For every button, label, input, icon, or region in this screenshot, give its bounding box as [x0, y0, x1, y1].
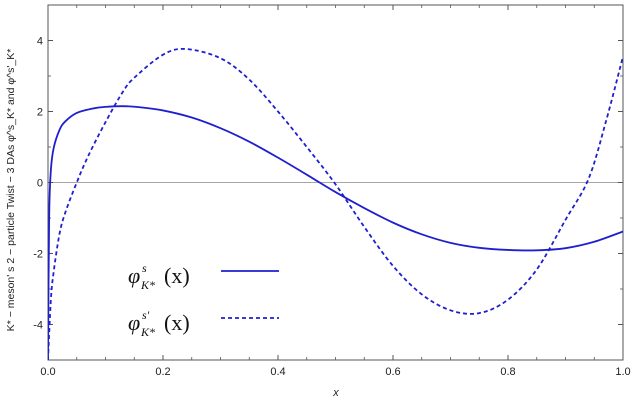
legend-argument: (x) [164, 310, 190, 335]
series-group [48, 47, 623, 360]
legend-entry-1: φ s K* (x) [128, 261, 279, 292]
y-axis-label: K* − meson' s 2 − particle Twist − 3 DAs… [5, 49, 17, 332]
y-tick-label: -4 [33, 320, 43, 332]
legend-superscript: s' [142, 308, 150, 322]
legend-entry-2: φ s' K* (x) [128, 308, 279, 339]
legend-subscript: K* [140, 278, 155, 292]
x-tick-label: 0.4 [270, 366, 285, 378]
y-tick-label: 2 [37, 107, 43, 119]
series-line-1 [48, 105, 623, 360]
x-tick-label: 0.8 [500, 366, 515, 378]
x-tick-label: 0.0 [40, 366, 55, 378]
legend-argument: (x) [164, 263, 190, 288]
x-axis-label: x [332, 387, 339, 399]
legend-subscript: K* [140, 325, 155, 339]
legend: φ sK* (x)φ s'K* (x) [128, 261, 279, 339]
x-tick-label: 1.0 [615, 366, 630, 378]
legend-symbol: φ [128, 310, 140, 335]
x-tick-label: 0.2 [155, 366, 170, 378]
legend-superscript: s [142, 261, 147, 275]
y-tick-label: 0 [37, 178, 43, 190]
legend-symbol: φ [128, 263, 140, 288]
x-tick-label: 0.6 [385, 366, 400, 378]
series-line-2 [48, 47, 623, 360]
x-axis-ticks: 0.0 0.2 0.4 0.6 0.8 1.0 [40, 5, 631, 378]
y-tick-label: -2 [33, 249, 43, 261]
y-tick-label: 4 [37, 36, 43, 48]
